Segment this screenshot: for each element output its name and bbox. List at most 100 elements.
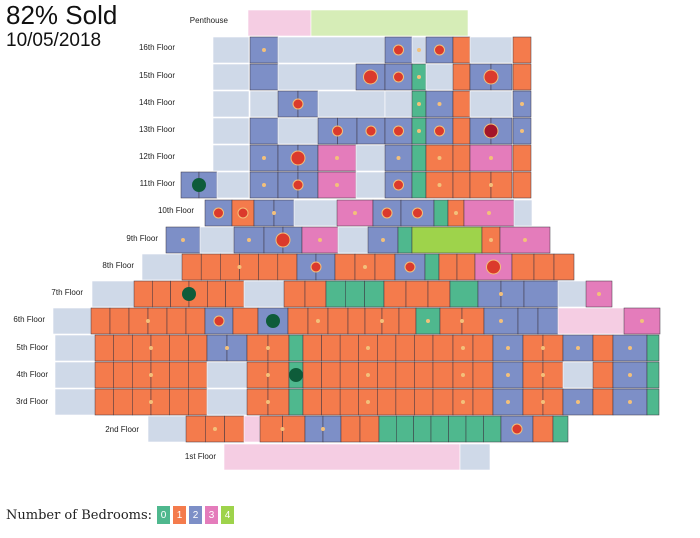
- unit-f6-1-3[interactable]: [147, 307, 168, 335]
- unit-f7-7-0[interactable]: [477, 280, 502, 308]
- unit-f3-10-0[interactable]: [592, 388, 614, 416]
- unit-penthouse-1-0[interactable]: [310, 9, 469, 37]
- unit-f6-1-2[interactable]: [128, 307, 149, 335]
- unit-f4-3-1[interactable]: [267, 361, 290, 389]
- unit-f5-6-0[interactable]: [432, 334, 454, 362]
- unit-f3-2-0[interactable]: [206, 388, 248, 416]
- unit-f12-4-0[interactable]: [355, 144, 386, 172]
- unit-f3-4-0[interactable]: [288, 388, 304, 416]
- unit-f5-1-5[interactable]: [188, 334, 208, 362]
- unit-f13-2-0[interactable]: [277, 117, 319, 145]
- unit-f4-1-4[interactable]: [169, 361, 189, 389]
- unit-f4-3-0[interactable]: [246, 361, 269, 389]
- unit-f4-6-2[interactable]: [472, 361, 494, 389]
- unit-f4-1-1[interactable]: [113, 361, 133, 389]
- unit-f2-2-0[interactable]: [243, 415, 261, 443]
- unit-f7-1-0[interactable]: [133, 280, 153, 308]
- unit-f3-5-2[interactable]: [339, 388, 359, 416]
- unit-f4-5-0[interactable]: [302, 361, 322, 389]
- unit-f8-10-0[interactable]: [553, 253, 575, 281]
- unit-f8-1-5[interactable]: [277, 253, 298, 281]
- unit-f5-2-0[interactable]: [206, 334, 228, 362]
- unit-f11-5-0[interactable]: [355, 171, 386, 199]
- unit-f2-7-0[interactable]: [430, 415, 449, 443]
- unit-f3-1-2[interactable]: [132, 388, 152, 416]
- unit-f2-6-1[interactable]: [396, 415, 414, 443]
- unit-f2-10-0[interactable]: [552, 415, 569, 443]
- unit-f2-7-2[interactable]: [465, 415, 484, 443]
- unit-f9-0-0[interactable]: [165, 226, 201, 254]
- unit-f5-5-5[interactable]: [395, 334, 415, 362]
- unit-f7-0-0[interactable]: [91, 280, 135, 308]
- unit-f2-6-2[interactable]: [413, 415, 432, 443]
- unit-f3-8-0[interactable]: [522, 388, 544, 416]
- unit-f4-1-2[interactable]: [132, 361, 152, 389]
- unit-f2-7-3[interactable]: [483, 415, 502, 443]
- unit-f7-7-1[interactable]: [500, 280, 525, 308]
- unit-f5-8-1[interactable]: [542, 334, 564, 362]
- unit-f8-3-2[interactable]: [374, 253, 396, 281]
- unit-f1-1-0[interactable]: [459, 443, 491, 471]
- unit-f6-5-0[interactable]: [287, 307, 309, 335]
- unit-f11-11-0[interactable]: [512, 171, 532, 199]
- unit-f12-6-0[interactable]: [411, 144, 427, 172]
- unit-f15-3-0[interactable]: [355, 63, 386, 91]
- unit-f6-3-0[interactable]: [232, 307, 259, 335]
- unit-f7-8-0[interactable]: [523, 280, 559, 308]
- unit-f3-3-0[interactable]: [246, 388, 269, 416]
- unit-f4-2-0[interactable]: [206, 361, 248, 389]
- unit-f15-9-0[interactable]: [512, 63, 532, 91]
- unit-f14-1-0[interactable]: [249, 90, 279, 118]
- unit-f7-4-0[interactable]: [325, 280, 346, 308]
- unit-f16-6-0[interactable]: [452, 36, 471, 64]
- unit-f4-5-4[interactable]: [377, 361, 397, 389]
- unit-f7-4-2[interactable]: [364, 280, 385, 308]
- unit-f2-3-0[interactable]: [259, 415, 283, 443]
- unit-f7-3-1[interactable]: [304, 280, 327, 308]
- unit-f2-1-2[interactable]: [224, 415, 245, 443]
- unit-f6-5-2[interactable]: [327, 307, 349, 335]
- unit-f13-0-0[interactable]: [212, 117, 250, 145]
- unit-f8-9-0[interactable]: [533, 253, 555, 281]
- unit-f5-0-0[interactable]: [54, 334, 96, 362]
- unit-f11-4-0[interactable]: [317, 171, 357, 199]
- unit-f15-7-0[interactable]: [452, 63, 471, 91]
- unit-f12-10-0[interactable]: [512, 144, 532, 172]
- unit-f6-1-4[interactable]: [166, 307, 187, 335]
- unit-f9-5-0[interactable]: [337, 226, 369, 254]
- unit-f15-0-0[interactable]: [212, 63, 250, 91]
- unit-f13-1-0[interactable]: [249, 117, 279, 145]
- unit-f2-9-0[interactable]: [532, 415, 554, 443]
- unit-f5-3-0[interactable]: [246, 334, 269, 362]
- unit-f5-10-0[interactable]: [592, 334, 614, 362]
- unit-f4-9-0[interactable]: [562, 361, 594, 389]
- unit-f7-5-1[interactable]: [405, 280, 429, 308]
- unit-f3-1-3[interactable]: [150, 388, 170, 416]
- unit-f11-10-0[interactable]: [469, 171, 492, 199]
- unit-f16-0-0[interactable]: [212, 36, 250, 64]
- unit-f9-8-0[interactable]: [411, 226, 483, 254]
- unit-f4-12-0[interactable]: [646, 361, 660, 389]
- unit-f7-5-2[interactable]: [427, 280, 451, 308]
- unit-f4-10-0[interactable]: [592, 361, 614, 389]
- unit-penthouse-0-0[interactable]: [247, 9, 312, 37]
- unit-f3-3-1[interactable]: [267, 388, 290, 416]
- unit-f6-10-1[interactable]: [537, 307, 559, 335]
- unit-f3-1-5[interactable]: [188, 388, 208, 416]
- unit-f11-10-1[interactable]: [490, 171, 513, 199]
- unit-f3-1-4[interactable]: [169, 388, 189, 416]
- unit-f8-8-0[interactable]: [511, 253, 535, 281]
- unit-f6-6-1[interactable]: [364, 307, 383, 335]
- unit-f4-5-2[interactable]: [339, 361, 359, 389]
- unit-f6-10-0[interactable]: [517, 307, 539, 335]
- unit-f3-5-1[interactable]: [321, 388, 341, 416]
- unit-f4-6-0[interactable]: [432, 361, 454, 389]
- unit-f7-9-0[interactable]: [557, 280, 587, 308]
- unit-f4-1-5[interactable]: [188, 361, 208, 389]
- unit-f2-6-0[interactable]: [378, 415, 397, 443]
- unit-f5-1-0[interactable]: [94, 334, 114, 362]
- unit-f13-8-0[interactable]: [452, 117, 471, 145]
- unit-f2-5-0[interactable]: [340, 415, 361, 443]
- unit-f5-3-1[interactable]: [267, 334, 290, 362]
- unit-f3-6-2[interactable]: [472, 388, 494, 416]
